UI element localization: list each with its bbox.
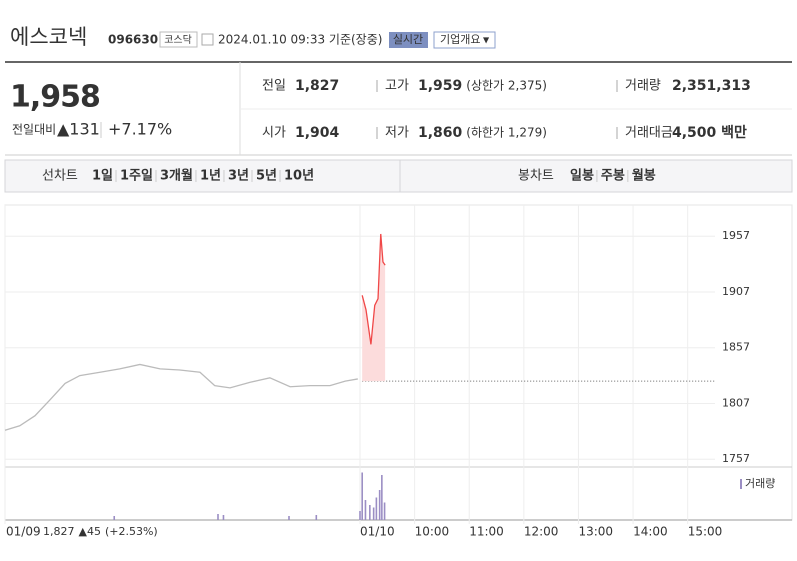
y-tick-label: 1907: [722, 285, 750, 298]
period-tab[interactable]: 5년: [256, 169, 277, 184]
volume-bar: [364, 500, 367, 520]
chart-frame: [4, 204, 793, 521]
volume-bar: [361, 472, 363, 520]
y-tick-label: 1807: [722, 396, 750, 409]
x-tick-label: 14:00: [633, 525, 668, 539]
volume-bar: [315, 515, 318, 520]
dropdown-arrow[interactable]: ▼: [483, 36, 490, 45]
price-line: [4, 363, 358, 431]
x-tick-label: 01/09: [6, 525, 41, 539]
value: 1,827: [295, 78, 339, 94]
y-tick-label: 1757: [722, 452, 750, 465]
label: 거래량: [625, 79, 661, 94]
chart: 1757 1807 1857 1907 1957 01/09 01/10 10:00 11:00…: [4, 205, 792, 539]
realtime[interactable]: 실시간: [393, 33, 423, 46]
volume-bar: [378, 490, 381, 520]
label: 시가: [262, 126, 286, 141]
line-chart-label: 선차트: [42, 169, 78, 184]
summary-rows: 전일 1,827 고가 1,959 (상한가 2,375) 거래량 2,351,313 시가 1…: [262, 78, 751, 141]
x-tick-label: 11:00: [469, 525, 504, 539]
overview[interactable]: 기업개요: [440, 33, 480, 46]
legend-swatch: [740, 479, 742, 489]
volume-bar: [369, 505, 371, 520]
volume-bar: [222, 515, 225, 520]
label: 저가: [385, 126, 409, 141]
realtime-badge[interactable]: [389, 32, 428, 48]
y-tick-label: 1857: [722, 341, 750, 354]
change: ▲131: [57, 120, 100, 139]
value: 4,500 백만: [672, 125, 747, 141]
y-tick-label: 1957: [722, 229, 750, 242]
stock-name: 에스코넥: [10, 25, 87, 49]
tab-bar: [4, 159, 793, 193]
market-badge: [159, 31, 198, 48]
period-tab[interactable]: 1주일: [120, 169, 153, 184]
period-tab[interactable]: 일봉: [570, 169, 594, 184]
footer-price: 1,827: [43, 525, 75, 538]
period-tab[interactable]: 1년: [200, 169, 221, 184]
volume-bar: [375, 497, 378, 520]
change-label: 전일대비: [12, 123, 56, 137]
volume-bar: [381, 475, 383, 520]
volume-bar: [288, 516, 290, 520]
tabs: 1일 1주일 3개월 1년 3년 5년 10년 일봉 주봉 월봉: [92, 168, 656, 184]
footer-change: ▲45: [79, 525, 101, 538]
x-tick-label: 10:00: [415, 525, 450, 539]
value: 2,351,313: [672, 78, 751, 94]
datetime: 2024.01.10 09:33 기준(장중): [218, 33, 382, 47]
overview-button[interactable]: [433, 31, 496, 49]
period-tab[interactable]: 월봉: [632, 168, 656, 184]
period-tab[interactable]: 10년: [284, 169, 314, 184]
period-tab[interactable]: 3년: [228, 169, 249, 184]
label: 고가: [385, 79, 409, 94]
volume-bar: [113, 516, 116, 520]
rate: +7.17%: [108, 120, 172, 139]
period-tab[interactable]: 주봉: [601, 169, 625, 184]
volume-bar: [383, 502, 386, 520]
note: (하한가 1,279): [466, 126, 547, 140]
calendar-icon: [201, 33, 214, 46]
price-line: [361, 233, 386, 345]
volume-bar: [372, 507, 375, 520]
legend: 거래량: [745, 477, 775, 490]
footer-rate: (+2.53%): [105, 525, 158, 538]
value: 1,904: [295, 125, 340, 141]
value: 1,860: [418, 125, 463, 141]
x-tick-label: 01/10: [360, 525, 395, 539]
volume-bar: [217, 514, 219, 520]
price: 1,958: [10, 80, 100, 115]
volume-bar: [359, 511, 361, 520]
note: (상한가 2,375): [466, 79, 547, 93]
x-tick-label: 13:00: [578, 525, 613, 539]
label: 전일: [262, 79, 286, 94]
value: 1,959: [418, 78, 462, 94]
market: 코스닥: [164, 34, 192, 46]
label: 거래대금: [625, 126, 673, 141]
period-tab[interactable]: 3개월: [160, 168, 193, 184]
period-tab[interactable]: 1일: [92, 169, 113, 184]
x-tick-label: 15:00: [688, 525, 723, 539]
candle-chart-label: 봉차트: [518, 169, 554, 184]
x-tick-label: 12:00: [524, 525, 559, 539]
stock-code: 096630: [108, 33, 158, 47]
